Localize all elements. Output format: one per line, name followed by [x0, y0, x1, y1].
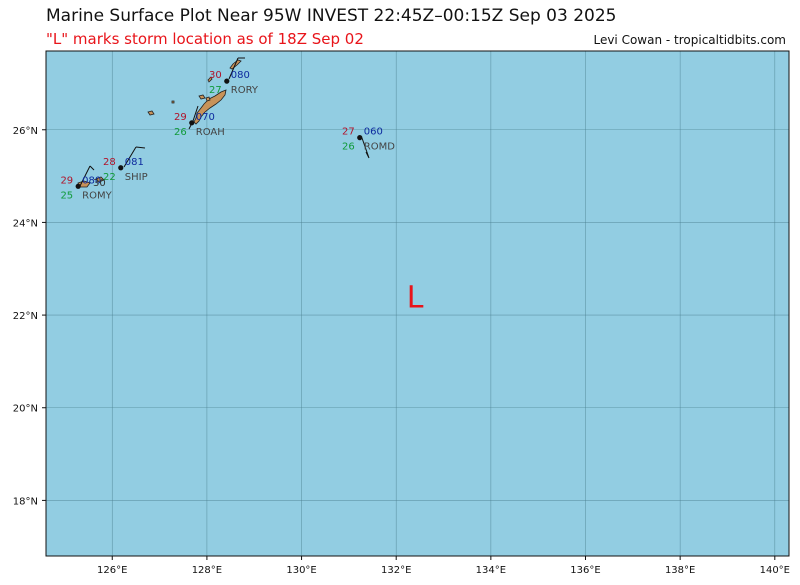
station-plot-roah: 29 26 070 ROAH: [174, 112, 225, 138]
station-temperature: 29: [60, 175, 73, 186]
station-plot-romd: 27 26 060 ROMD: [342, 127, 395, 153]
station-dewpoint: 22: [103, 172, 116, 183]
tokuno-island: [207, 76, 213, 83]
station-plot-ship: 28 22 081 SHIP: [103, 157, 148, 183]
wind-barb-ship: [123, 146, 146, 168]
x-tick-label: 130°E: [286, 565, 316, 576]
small-island-2: [198, 94, 206, 100]
wind-barb-romy: [79, 165, 95, 187]
station-pressure: 081: [125, 157, 144, 168]
wind-barbs: [79, 57, 370, 187]
y-tick-label: 22°N: [13, 311, 38, 322]
storm-location-marker: L: [407, 281, 424, 316]
station-plot-romy: 29 25 080 ROMY: [60, 175, 112, 201]
x-tick-label: 140°E: [760, 565, 790, 576]
wind-barb-rory: [228, 57, 245, 80]
x-tick-label: 134°E: [476, 565, 506, 576]
station-dewpoint: 26: [174, 127, 187, 138]
x-tick-label: 126°E: [97, 565, 127, 576]
page-title: Marine Surface Plot Near 95W INVEST 22:4…: [46, 6, 617, 26]
station-id: ROAH: [196, 127, 225, 138]
station-dot: [357, 135, 363, 141]
station-dewpoint: 25: [60, 190, 73, 201]
gridlines: [46, 51, 789, 556]
small-island-3: [205, 96, 211, 102]
station-dot: [189, 120, 195, 126]
x-tick-label: 132°E: [381, 565, 411, 576]
station-plots: 30 27 080 RORY 29 26 070 ROAH 27 26 060 ROMD 28 22 081…: [60, 70, 395, 201]
y-tick-label: 18°N: [13, 496, 38, 507]
station-id: ROMY: [82, 190, 112, 201]
station-plot-rory: 30 27 080 RORY: [209, 70, 259, 96]
station-id: SHIP: [125, 172, 148, 183]
x-tick-label: 136°E: [570, 565, 600, 576]
y-tick-label: 26°N: [13, 126, 38, 137]
station-temperature: 27: [342, 127, 355, 138]
station-dewpoint: 27: [209, 85, 222, 96]
ocean-background: [46, 51, 789, 556]
small-island-4: [171, 100, 175, 104]
storm-location-note: "L" marks storm location as of 18Z Sep 0…: [46, 30, 364, 48]
station-pressure: 070: [196, 112, 215, 123]
x-tick-label: 128°E: [192, 565, 222, 576]
axis-ticks: 126°E 128°E 130°E 132°E 134°E 136°E 138°E 140°E…: [13, 126, 790, 576]
station-temperature: 29: [174, 112, 187, 123]
station-pressure: 080: [82, 175, 101, 186]
wind-barb-romd: [361, 137, 370, 159]
station-dot: [75, 183, 81, 189]
y-tick-label: 20°N: [13, 404, 38, 415]
y-tick-label: 24°N: [13, 218, 38, 229]
x-tick-label: 138°E: [665, 565, 695, 576]
credit-text: Levi Cowan - tropicaltidbits.com: [593, 33, 786, 47]
station-temperature: 30: [209, 70, 222, 81]
extra-temp-label: 30: [93, 178, 106, 189]
station-id: ROMD: [364, 142, 395, 153]
small-island-1: [147, 110, 155, 116]
station-pressure: 060: [364, 127, 383, 138]
station-id: RORY: [231, 85, 259, 96]
station-pressure: 080: [231, 70, 250, 81]
station-dewpoint: 26: [342, 142, 355, 153]
station-dot: [224, 78, 230, 84]
miyako-island: [95, 176, 105, 183]
map-frame: [45, 50, 790, 557]
okinawa-island: [193, 89, 227, 125]
station-dot: [118, 165, 124, 171]
station-temperature: 28: [103, 157, 116, 168]
